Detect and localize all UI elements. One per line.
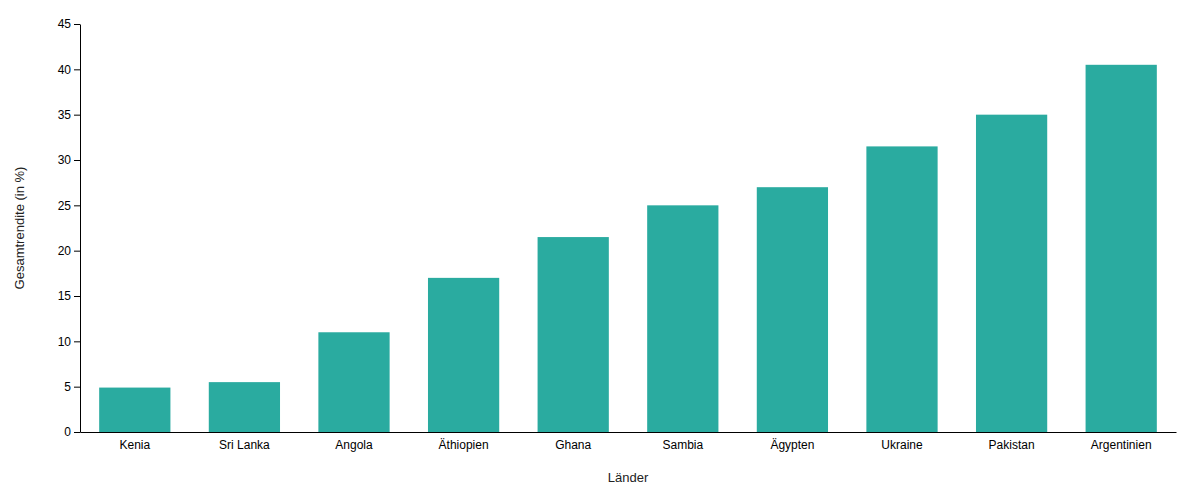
x-tick-label: Äthiopien <box>439 438 489 452</box>
y-tick-mark <box>74 205 80 206</box>
bar <box>647 205 718 432</box>
y-tick-mark <box>74 251 80 252</box>
x-tick-label: Pakistan <box>989 438 1035 452</box>
bar <box>428 278 499 432</box>
y-tick-mark <box>74 432 80 433</box>
x-tick-label: Ghana <box>555 438 591 452</box>
y-axis: 0 5 10 15 20 25 30 35 40 45 <box>58 17 81 439</box>
x-tick: Argentinien <box>1091 438 1152 452</box>
y-tick-label: 15 <box>58 289 72 303</box>
y-tick-label: 20 <box>58 244 72 258</box>
y-tick: 25 <box>58 199 80 213</box>
bar <box>99 388 170 432</box>
plot-area: 0 5 10 15 20 25 30 35 40 45 Kenia Sri Lanka Angola Ät… <box>58 17 1177 451</box>
y-tick-mark <box>74 387 80 388</box>
x-tick: Pakistan <box>989 438 1035 452</box>
y-tick-mark <box>74 296 80 297</box>
bar <box>209 382 280 432</box>
x-tick: Sri Lanka <box>219 438 270 452</box>
y-tick-label: 0 <box>64 425 71 439</box>
y-tick: 5 <box>64 380 80 394</box>
chart: 0 5 10 15 20 25 30 35 40 45 Kenia Sri Lanka Angola Ät… <box>0 0 1200 504</box>
bar <box>538 237 609 432</box>
y-tick: 40 <box>58 63 80 77</box>
y-tick: 35 <box>58 108 80 122</box>
x-tick-label: Angola <box>335 438 373 452</box>
y-tick-label: 30 <box>58 153 72 167</box>
bars <box>99 65 1157 432</box>
y-tick-mark <box>74 160 80 161</box>
y-axis-title: Gesamtrendite (in %) <box>12 167 27 290</box>
y-tick: 20 <box>58 244 80 258</box>
x-tick: Angola <box>335 438 373 452</box>
x-axis-title: Länder <box>608 470 649 485</box>
y-tick-label: 40 <box>58 63 72 77</box>
y-tick: 30 <box>58 153 80 167</box>
bar <box>318 332 389 432</box>
x-tick: Kenia <box>119 438 150 452</box>
y-tick-label: 25 <box>58 199 72 213</box>
x-tick-label: Sri Lanka <box>219 438 270 452</box>
y-tick-mark <box>74 115 80 116</box>
y-tick: 45 <box>58 17 80 31</box>
x-axis-line <box>81 432 1177 433</box>
y-tick-label: 35 <box>58 108 72 122</box>
x-tick: Ghana <box>555 438 591 452</box>
x-axis: Kenia Sri Lanka Angola Äthiopien Ghana Sambia… <box>81 433 1177 452</box>
y-tick: 10 <box>58 335 80 349</box>
x-tick-label: Sambia <box>662 438 703 452</box>
x-tick-label: Ukraine <box>881 438 923 452</box>
x-tick: Ukraine <box>881 438 923 452</box>
x-tick-label: Kenia <box>119 438 150 452</box>
y-tick-label: 5 <box>64 380 71 394</box>
x-tick: Sambia <box>662 438 703 452</box>
y-tick-label: 45 <box>58 17 72 31</box>
bar <box>757 187 828 432</box>
x-tick-label: Argentinien <box>1091 438 1152 452</box>
x-tick-label: Ägypten <box>770 438 814 452</box>
y-axis-line <box>80 25 81 433</box>
y-tick-mark <box>74 24 80 25</box>
x-tick: Ägypten <box>770 438 814 452</box>
y-tick-mark <box>74 69 80 70</box>
y-tick-mark <box>74 341 80 342</box>
bar <box>866 146 937 432</box>
bar <box>976 115 1047 432</box>
y-tick: 0 <box>64 425 80 439</box>
y-tick: 15 <box>58 289 80 303</box>
bar <box>1086 65 1157 432</box>
x-tick: Äthiopien <box>439 438 489 452</box>
y-tick-label: 10 <box>58 335 72 349</box>
